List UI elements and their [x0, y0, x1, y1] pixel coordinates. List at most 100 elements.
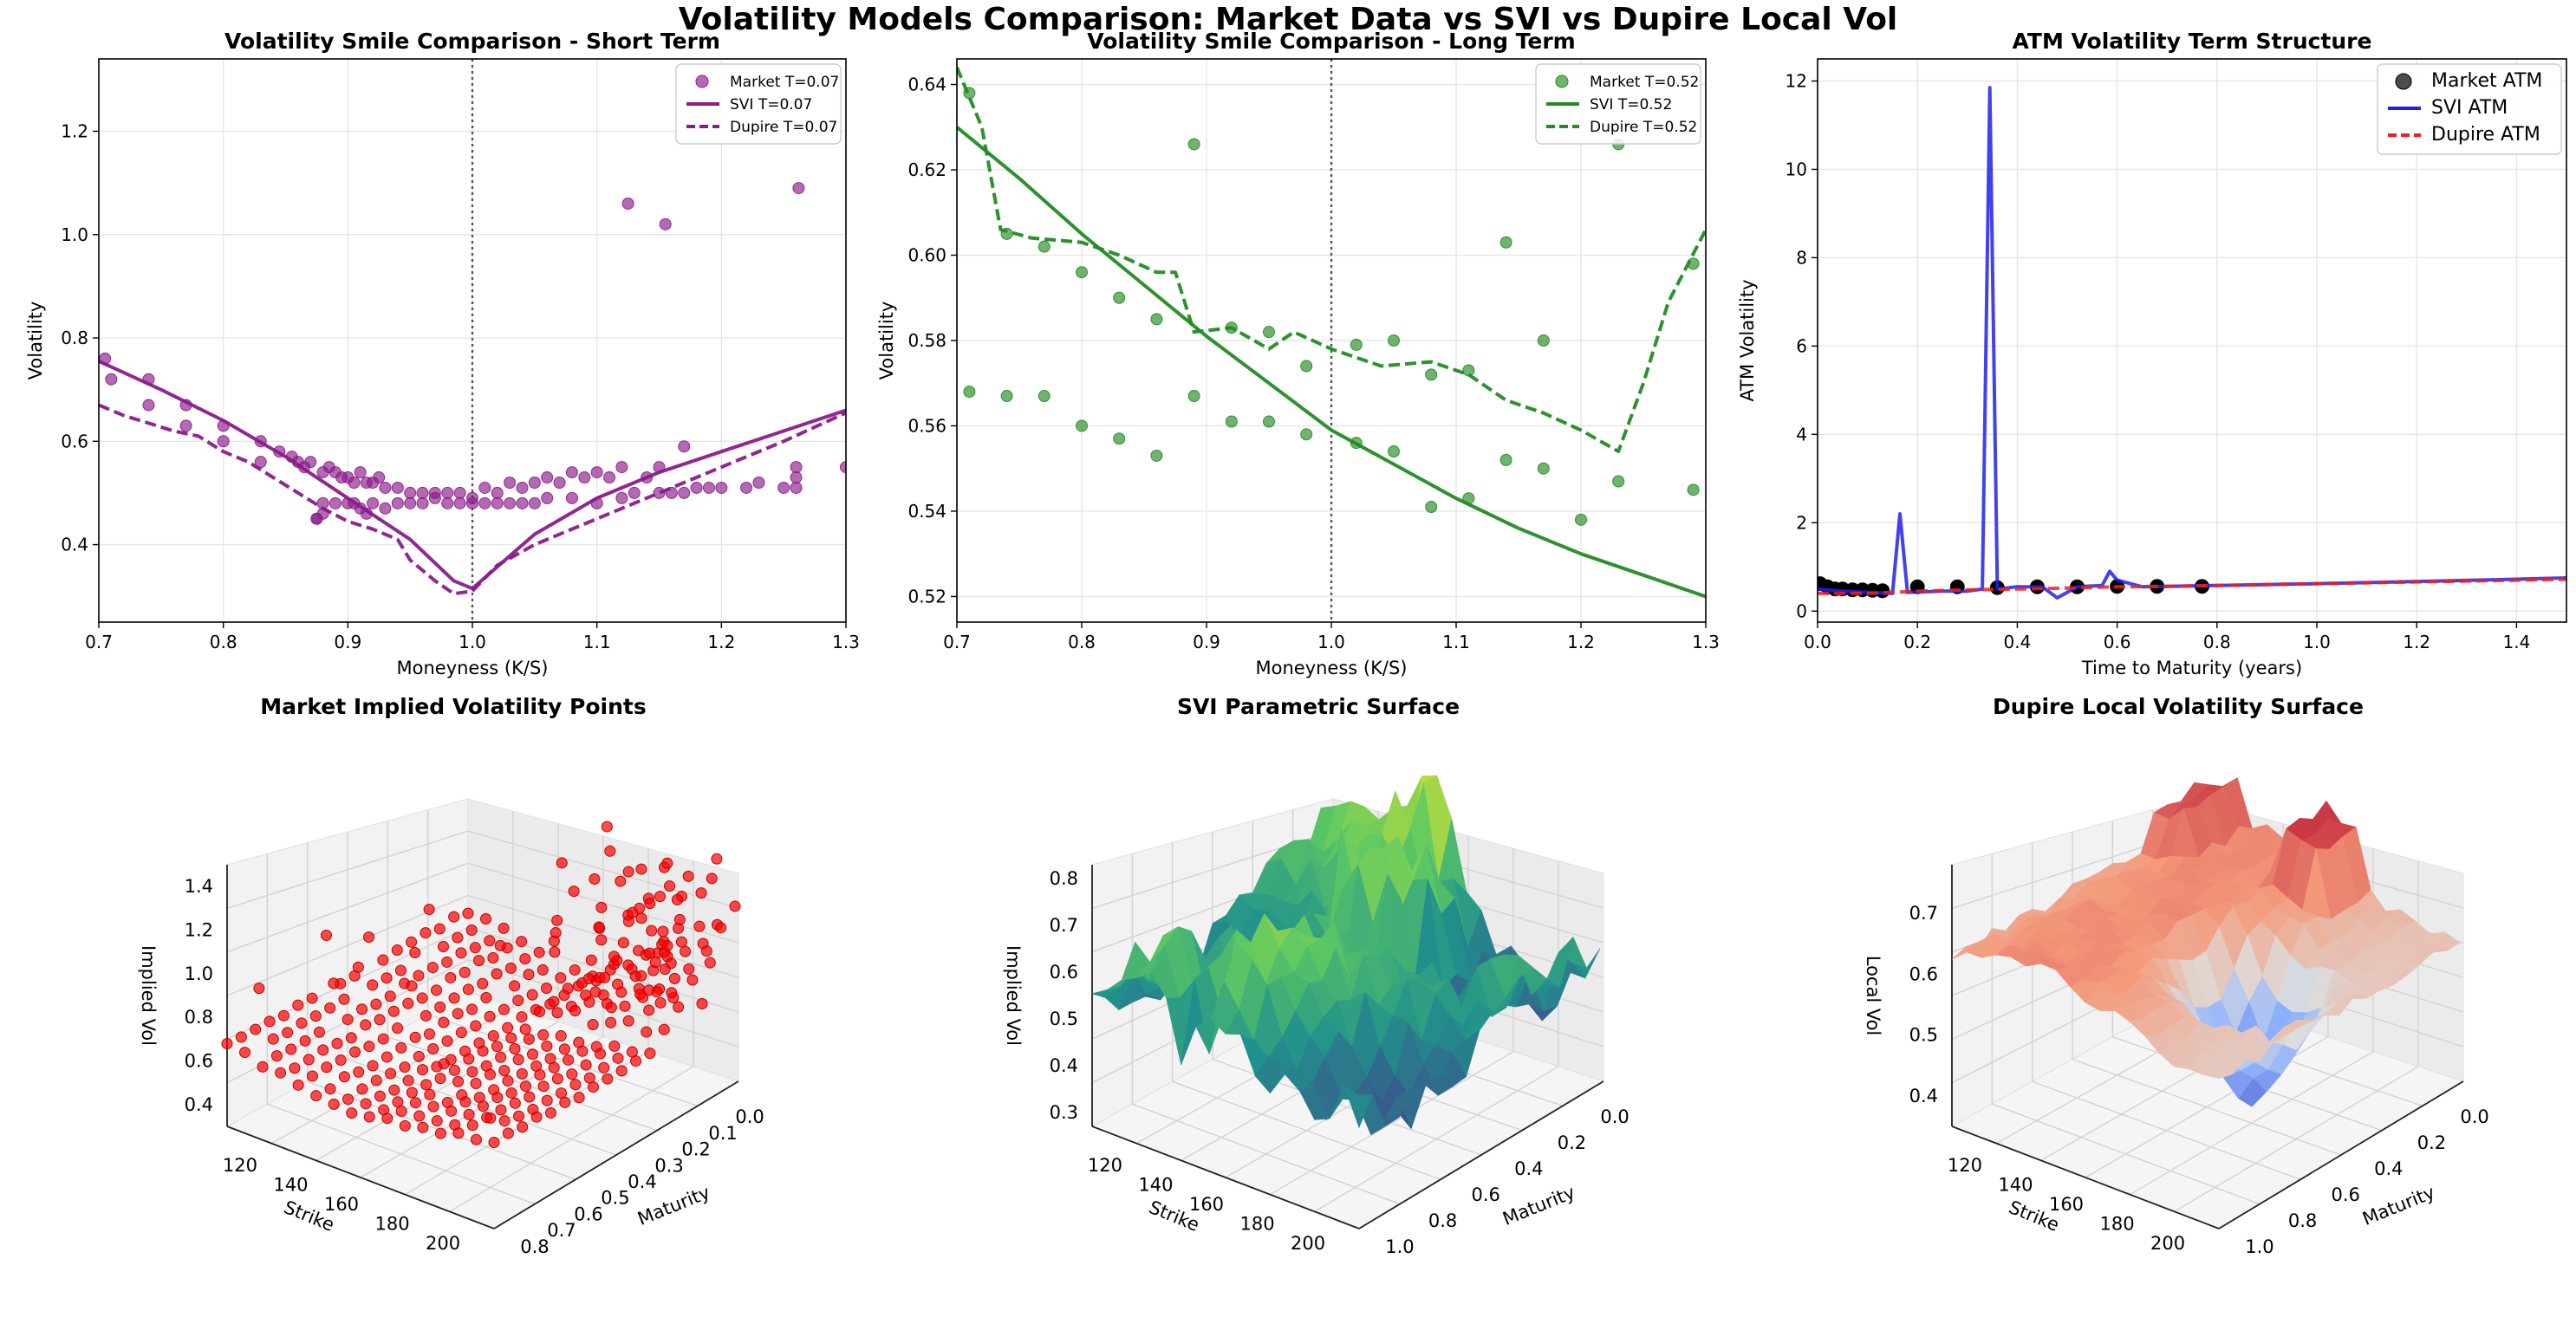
scatter3d-point: [455, 1027, 467, 1039]
scatter3d-point: [391, 944, 403, 957]
scatter3d-point: [459, 1096, 472, 1108]
scatter3d-point: [649, 957, 661, 969]
scatter3d-point: [580, 1059, 592, 1071]
scatter3d-point: [455, 947, 467, 959]
scatter3d-point: [502, 1127, 514, 1139]
scatter3d-point: [360, 1098, 372, 1110]
chart-panel-2: 0.7 0.8 0.9 1.0 1.1 1.2 1.3 0.52 0.54 0.56 0.58 0.6…: [876, 29, 1720, 678]
data-point: [491, 496, 504, 509]
z-tick-label: 0.8: [1050, 868, 1078, 889]
series-line: [957, 126, 1706, 599]
data-point: [504, 496, 517, 509]
scatter3d-point: [452, 931, 464, 944]
scatter3d-point: [470, 1020, 482, 1032]
data-point: [1225, 415, 1238, 428]
scatter3d-point: [530, 1111, 543, 1123]
scatter3d-point: [221, 1038, 233, 1050]
scatter3d-point: [502, 1022, 514, 1034]
maturity-axis-line: [1358, 1080, 1604, 1229]
scatter3d-point: [541, 1040, 553, 1052]
data-point: [678, 486, 691, 499]
data-point: [217, 435, 230, 448]
scatter3d-point: [495, 1051, 507, 1063]
3d-panel-3: 120 140 160 180 200 0.0 0.2 0.4 0.6 0.8 1.0 0.4 0.5 0…: [1863, 694, 2489, 1257]
y-tick-label: 0.56: [907, 415, 946, 436]
z-axis-label: Implied Vol: [1003, 945, 1024, 1046]
strike-tick-label: 120: [1088, 1155, 1122, 1176]
surface-facet: [1343, 1085, 1373, 1129]
scatter3d-point: [534, 1068, 546, 1080]
scatter3d-point: [682, 870, 694, 882]
y-axis-label: Volatility: [25, 302, 46, 380]
scatter3d-point: [420, 1009, 432, 1022]
scatter3d-point: [556, 857, 568, 869]
scatter3d-point: [296, 1017, 308, 1029]
scatter3d-point: [410, 1097, 422, 1109]
scatter3d-point: [657, 925, 669, 937]
z-axis-label: Local Vol: [1863, 956, 1883, 1036]
scatter3d-point: [363, 1111, 375, 1123]
scatter3d-point: [438, 1016, 450, 1028]
scatter3d-point: [346, 1107, 358, 1119]
x-tick-label: 0.7: [85, 632, 113, 652]
scatter3d-point: [627, 906, 639, 918]
scatter3d-point: [562, 983, 574, 995]
scatter3d-point: [615, 1065, 628, 1077]
scatter3d-point: [313, 1026, 325, 1038]
legend-label: Market T=0.52: [1590, 74, 1699, 91]
scatter3d-point: [445, 971, 457, 983]
scatter3d-point: [367, 979, 379, 991]
data-point: [441, 496, 454, 509]
legend-label: Market T=0.07: [730, 74, 839, 91]
series-line: [1818, 86, 2566, 600]
scatter3d-point: [526, 989, 538, 1001]
legend-label: Dupire T=0.07: [730, 119, 837, 136]
scatter3d-point: [675, 936, 687, 948]
scatter3d-point: [498, 1064, 511, 1076]
x-axis-label: Moneyness (K/S): [1256, 658, 1408, 678]
scatter3d-point: [406, 1087, 418, 1099]
scatter3d-point: [434, 1001, 446, 1013]
data-point: [1000, 390, 1013, 403]
3d-panel-1: 1201401601802000.00.10.20.30.40.50.60.70…: [138, 694, 764, 1257]
data-point: [478, 496, 491, 509]
scatter3d-point: [544, 1106, 556, 1119]
scatter3d-point: [431, 1115, 443, 1127]
scatter3d-point: [693, 920, 706, 932]
data-point: [678, 440, 691, 453]
scatter3d-point: [416, 992, 428, 1004]
maturity-tick-label: 0.4: [628, 1171, 656, 1192]
scatter3d-point: [385, 1067, 397, 1080]
maturity-tick-label: 0.2: [2417, 1132, 2446, 1153]
scatter3d-point: [663, 880, 675, 892]
chart-panel-1: 0.7 0.8 0.9 1.0 1.1 1.2 1.3 0.4 0.6 0.8 1.0 1.2 Vola…: [25, 29, 860, 678]
legend: Market T=0.07 SVI T=0.07 Dupire T=0.07: [675, 63, 842, 145]
scatter3d-point: [459, 966, 471, 978]
scatter3d-point: [452, 1008, 464, 1020]
scatter3d-point: [615, 875, 627, 887]
scatter3d-point: [484, 935, 496, 947]
legend-box: [675, 63, 842, 145]
scatter3d-point: [555, 972, 567, 984]
scatter3d-point: [448, 992, 460, 1004]
legend-label: Dupire T=0.52: [1590, 119, 1697, 136]
data-point: [1687, 483, 1700, 496]
scatter3d-point: [342, 1014, 354, 1026]
scatter3d-point: [516, 1011, 528, 1023]
scatter3d-point: [617, 937, 629, 949]
data-point: [466, 496, 478, 509]
data-point: [690, 481, 703, 494]
maturity-axis-line: [2218, 1080, 2464, 1229]
x-tick-label: 1.0: [1317, 632, 1345, 652]
scatter3d-point: [477, 1045, 489, 1057]
scatter3d-point: [485, 1112, 497, 1124]
y-tick-label: 1.2: [61, 120, 88, 141]
scatter3d-point: [706, 873, 718, 885]
scatter3d-point: [671, 893, 683, 905]
scatter3d-point: [523, 969, 535, 981]
scatter3d-point: [598, 1061, 610, 1074]
maturity-tick-label: 1.0: [2245, 1236, 2274, 1257]
scatter3d-point: [644, 1048, 656, 1060]
scatter3d-point: [480, 912, 492, 924]
